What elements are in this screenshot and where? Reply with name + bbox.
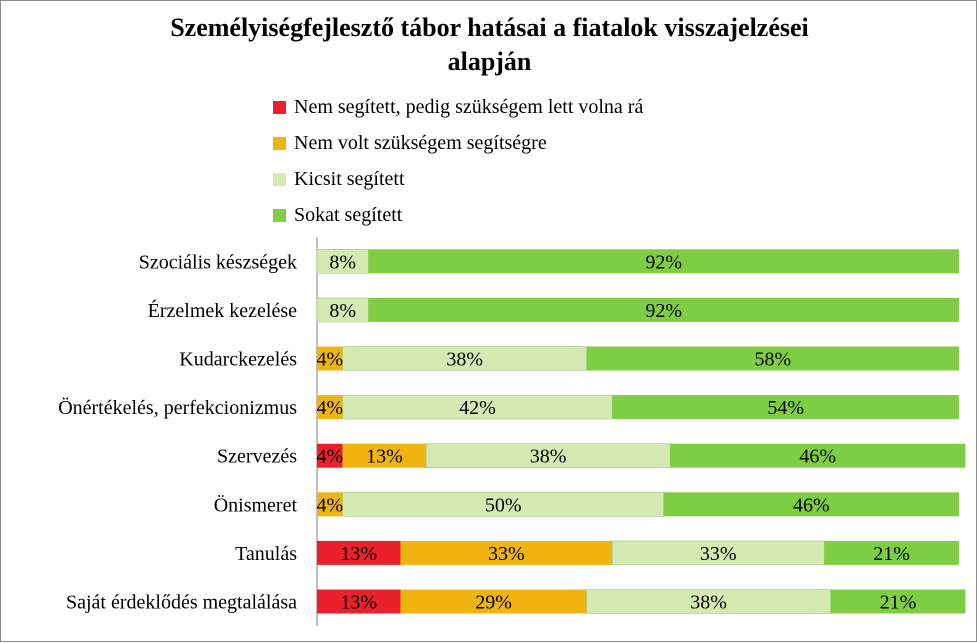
legend-swatch-light-green [273, 172, 286, 186]
data-label: 13% [340, 543, 377, 565]
data-label: 92% [645, 251, 682, 273]
legend-item-nem-volt-szukseg: Nem volt szükségem segítségre [273, 125, 643, 161]
legend-label: Nem segített, pedig szükségem lett volna… [294, 95, 644, 118]
data-label: 46% [793, 494, 830, 516]
category-label: Önismeret [214, 493, 298, 516]
bar-segment [317, 540, 401, 565]
bar-segment [342, 443, 427, 468]
legend-swatch-red [273, 100, 286, 114]
data-label: 46% [799, 446, 836, 468]
data-label: 4% [317, 349, 344, 371]
data-label: 54% [767, 397, 804, 419]
data-label: 29% [475, 592, 512, 614]
bar-segment [586, 589, 831, 614]
chart-title-line-2: alapján [447, 47, 532, 76]
data-label: 33% [700, 543, 737, 565]
bar-segment [317, 395, 343, 420]
bar-segment [400, 540, 613, 565]
legend-item-nem-segitett: Nem segített, pedig szükségem lett volna… [273, 89, 643, 125]
data-label: 21% [873, 543, 910, 565]
data-label: 38% [446, 349, 483, 371]
bar-segment [368, 297, 959, 322]
legend-item-sokat-segitett: Sokat segített [273, 197, 643, 233]
bar-segment [317, 492, 343, 517]
bar-segment [400, 589, 587, 614]
bar-segment [425, 443, 671, 469]
bar-segment [342, 346, 587, 371]
bar-segment [316, 297, 369, 323]
data-label: 8% [329, 300, 356, 322]
data-label: 13% [340, 592, 377, 614]
data-label: 33% [488, 543, 525, 565]
data-label: 50% [485, 494, 522, 516]
bar-segment [317, 443, 343, 468]
chart-title-line-1: Személyiségfejlesztő tábor hatásai a fia… [170, 13, 809, 42]
legend-swatch-green [273, 208, 286, 222]
category-label: Szociális készségek [139, 251, 297, 273]
bar-segment [612, 395, 959, 420]
category-label: Saját érdeklődés megtalálása [66, 592, 297, 614]
legend-swatch-orange [273, 136, 286, 150]
legend-item-kicsit-segitett: Kicsit segített [273, 161, 643, 197]
chart-legend: Nem segített, pedig szükségem lett volna… [273, 89, 643, 233]
data-label: 42% [459, 397, 496, 419]
data-label: 38% [530, 446, 567, 468]
data-label: 4% [317, 397, 344, 419]
category-label: Kudarckezelés [179, 349, 297, 371]
data-label: 4% [317, 494, 344, 516]
data-label: 8% [329, 251, 356, 273]
bar-segment [663, 492, 959, 517]
data-label: 92% [645, 300, 682, 322]
bar-segment [670, 443, 966, 468]
legend-label: Sokat segített [294, 203, 403, 226]
data-label: 21% [880, 592, 917, 614]
bar-segment [316, 249, 369, 274]
bar-segment [317, 346, 343, 371]
data-label: 4% [317, 446, 344, 468]
category-label: Tanulás [235, 543, 297, 565]
bar-segment [830, 589, 966, 614]
bar-segment [368, 249, 959, 274]
bar-segment [586, 346, 959, 371]
category-label: Önértékelés, perfekcionizmus [58, 396, 297, 419]
data-label: 38% [690, 592, 727, 614]
category-label: Érzelmek kezelése [148, 299, 297, 322]
data-label: 58% [754, 349, 791, 371]
legend-label: Kicsit segített [294, 167, 405, 190]
category-label: Szervezés [217, 446, 297, 468]
bar-segment [317, 589, 401, 614]
data-label: 13% [366, 446, 403, 468]
bar-segment [342, 491, 664, 517]
bar-segment [824, 540, 959, 565]
chart-title: Személyiségfejlesztő tábor hatásai a fia… [1, 11, 977, 79]
legend-label: Nem volt szükségem segítségre [294, 131, 547, 154]
